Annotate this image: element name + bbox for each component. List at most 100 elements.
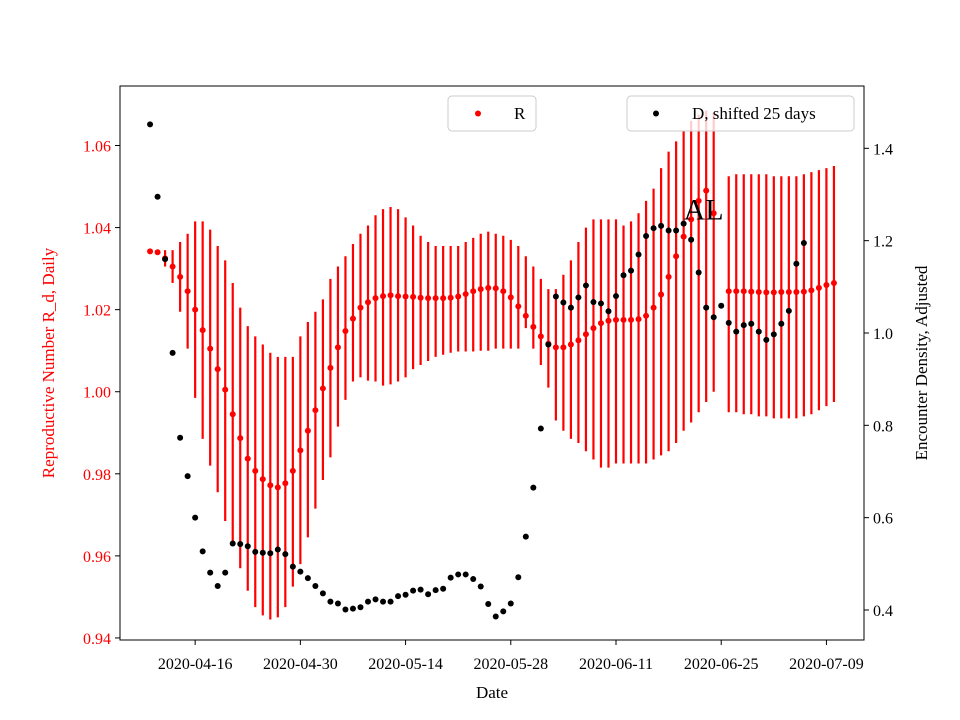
data-point bbox=[605, 317, 612, 324]
data-point bbox=[425, 295, 432, 302]
data-point bbox=[177, 434, 184, 441]
data-point bbox=[237, 435, 244, 442]
y-left-tick-label: 1.00 bbox=[83, 385, 111, 402]
data-point bbox=[755, 328, 762, 335]
data-point bbox=[154, 193, 161, 200]
data-point bbox=[199, 548, 206, 555]
data-point bbox=[380, 598, 387, 605]
data-point bbox=[485, 600, 492, 607]
y-right-tick-label: 0.6 bbox=[873, 511, 893, 528]
data-point bbox=[703, 304, 710, 311]
data-point bbox=[154, 249, 161, 256]
data-point bbox=[319, 385, 326, 392]
data-point bbox=[162, 256, 169, 263]
data-point bbox=[147, 121, 154, 128]
data-point bbox=[695, 269, 702, 276]
data-point bbox=[605, 308, 612, 315]
data-point bbox=[259, 549, 266, 556]
data-point bbox=[214, 582, 221, 589]
data-point bbox=[289, 467, 296, 474]
legend-r-box bbox=[447, 95, 537, 132]
data-point bbox=[477, 583, 484, 590]
data-point bbox=[500, 608, 507, 615]
data-point bbox=[440, 585, 447, 592]
y-axis-right: 0.4 0.6 0.8 1.0 1.2 1.4 bbox=[864, 141, 893, 620]
y-right-tick-label: 1.0 bbox=[873, 326, 893, 343]
data-point bbox=[785, 307, 792, 314]
data-point bbox=[740, 288, 747, 295]
data-point bbox=[462, 571, 469, 578]
data-point bbox=[470, 288, 477, 295]
data-point bbox=[357, 604, 364, 611]
x-tick-label: 2020-06-11 bbox=[579, 656, 653, 673]
data-point bbox=[770, 289, 777, 296]
data-point bbox=[515, 574, 522, 581]
y-left-tick-label: 0.96 bbox=[83, 549, 111, 566]
y-axis-left: 0.94 0.96 0.98 1.00 1.02 1.04 1.06 bbox=[83, 139, 120, 648]
data-point bbox=[289, 563, 296, 570]
y-axis-left-title: Reproductive Number R_d, Daily bbox=[39, 247, 58, 478]
y-axis-right-title: Encounter Density, Adjusted bbox=[912, 265, 931, 460]
data-point bbox=[500, 288, 507, 295]
data-point bbox=[304, 427, 311, 434]
data-point bbox=[793, 260, 800, 267]
data-point bbox=[207, 569, 214, 576]
data-point bbox=[222, 569, 229, 576]
data-point bbox=[537, 425, 544, 432]
y-right-tick-label: 1.4 bbox=[873, 141, 893, 158]
data-point bbox=[184, 288, 191, 295]
data-point bbox=[800, 239, 807, 246]
y-right-tick-label: 0.8 bbox=[873, 418, 893, 435]
data-point bbox=[552, 344, 559, 351]
data-point bbox=[387, 292, 394, 299]
data-point bbox=[485, 284, 492, 291]
data-point bbox=[582, 282, 589, 289]
data-point bbox=[455, 293, 462, 300]
x-tick-label: 2020-04-16 bbox=[158, 656, 233, 673]
data-point bbox=[169, 263, 176, 270]
data-point bbox=[417, 294, 424, 301]
data-point bbox=[410, 587, 417, 594]
data-point bbox=[740, 322, 747, 329]
data-point bbox=[410, 293, 417, 300]
data-point bbox=[282, 551, 289, 558]
data-point bbox=[334, 344, 341, 351]
data-point bbox=[244, 543, 251, 550]
y-left-tick-label: 1.02 bbox=[83, 303, 111, 320]
y-left-tick-label: 1.04 bbox=[83, 221, 111, 238]
legend-r-label: R bbox=[514, 104, 526, 123]
data-point bbox=[462, 291, 469, 298]
data-point bbox=[597, 320, 604, 327]
data-point bbox=[440, 295, 447, 302]
y-right-tick-label: 0.4 bbox=[873, 603, 893, 620]
data-point bbox=[222, 386, 229, 393]
data-point bbox=[665, 273, 672, 280]
data-point bbox=[770, 331, 777, 338]
data-point bbox=[597, 300, 604, 307]
data-point bbox=[635, 251, 642, 258]
data-point bbox=[252, 548, 259, 555]
data-point bbox=[688, 216, 695, 223]
data-point bbox=[522, 312, 529, 319]
data-point bbox=[725, 288, 732, 295]
x-axis-title: Date bbox=[476, 683, 508, 702]
data-point bbox=[515, 303, 522, 310]
data-point bbox=[447, 574, 454, 581]
data-point bbox=[304, 575, 311, 582]
data-point bbox=[658, 222, 665, 229]
data-point bbox=[703, 187, 710, 194]
data-point bbox=[680, 220, 687, 227]
y-left-tick-label: 0.98 bbox=[83, 467, 111, 484]
data-point bbox=[334, 600, 341, 607]
data-point bbox=[327, 598, 334, 605]
data-point bbox=[169, 349, 176, 356]
data-point bbox=[327, 364, 334, 371]
data-point bbox=[635, 316, 642, 323]
data-point bbox=[432, 295, 439, 302]
x-axis: 2020-04-16 2020-04-30 2020-05-14 2020-05-28… bbox=[158, 640, 864, 673]
legend-d-label: D, shifted 25 days bbox=[692, 104, 816, 123]
data-point bbox=[537, 333, 544, 340]
data-point bbox=[192, 306, 199, 313]
data-point bbox=[395, 293, 402, 300]
